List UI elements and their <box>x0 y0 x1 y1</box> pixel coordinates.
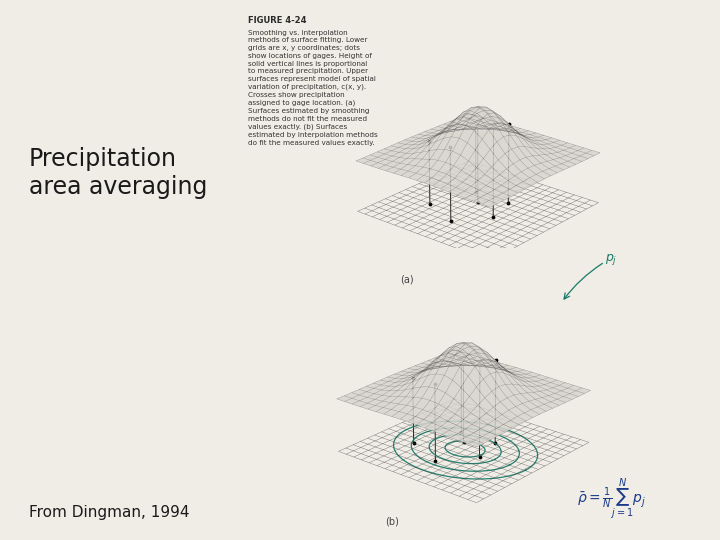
Text: $\bar{\rho} = \frac{1}{N}\sum_{j=1}^{N} p_j$: $\bar{\rho} = \frac{1}{N}\sum_{j=1}^{N} … <box>577 477 647 522</box>
Text: FIGURE 4-24: FIGURE 4-24 <box>248 16 307 25</box>
Text: Precipitation
area averaging: Precipitation area averaging <box>29 147 207 199</box>
Text: $p_j$: $p_j$ <box>605 252 617 267</box>
Text: (b): (b) <box>385 516 400 526</box>
Text: Smoothing vs. interpolation
methods of surface fitting. Lower
grids are x, y coo: Smoothing vs. interpolation methods of s… <box>248 30 378 146</box>
Text: From Dingman, 1994: From Dingman, 1994 <box>29 505 189 521</box>
Text: (a): (a) <box>400 275 413 285</box>
